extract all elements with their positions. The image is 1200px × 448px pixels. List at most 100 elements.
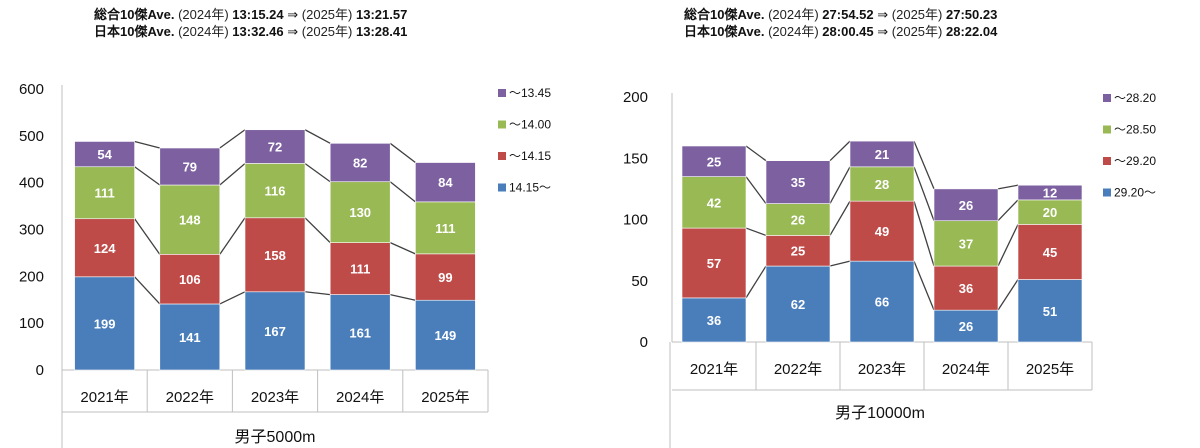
average-year-label: (2025年) [891, 24, 943, 39]
bar-segment [415, 299, 476, 371]
bar-segment [244, 217, 306, 293]
average-label: 総合10傑Ave. [684, 7, 765, 22]
average-value: 13:21.57 [356, 7, 408, 22]
series-connector-line [829, 166, 851, 204]
x-tick-label: 2024年 [336, 389, 384, 406]
bar-segment [415, 201, 476, 255]
average-value: 13:28.41 [356, 24, 408, 39]
average-year-label: (2025年) [301, 7, 353, 22]
bar-segment [849, 200, 915, 262]
series-connector-line [134, 276, 161, 305]
bar-segment [415, 253, 476, 301]
bar-segment [765, 203, 831, 236]
data-label: 21 [875, 147, 889, 162]
series-connector-line [997, 184, 1019, 190]
data-label: 54 [97, 147, 112, 162]
data-label: 35 [791, 175, 805, 190]
bar-segment [1017, 199, 1083, 225]
legend-label: 〜28.20 [1114, 91, 1156, 105]
y-tick-label: 0 [640, 334, 648, 351]
average-label: 日本10傑Ave. [94, 24, 175, 39]
legend-label: 〜28.50 [1114, 123, 1156, 137]
arrow-icon: ⇒ [877, 24, 889, 39]
series-connector-line [134, 166, 161, 186]
data-label: 49 [875, 224, 889, 239]
x-tick-label: 2024年 [942, 361, 990, 378]
series-connector-line [390, 293, 416, 301]
bar-segment [933, 188, 999, 222]
series-connector-line [219, 291, 246, 305]
data-label: 116 [265, 184, 286, 199]
y-tick-label: 200 [19, 268, 44, 285]
data-label: 37 [959, 236, 973, 251]
bar-segment [159, 147, 221, 186]
x-tick-label: 2025年 [1026, 361, 1074, 378]
data-label: 199 [94, 316, 116, 331]
x-axis-title: 男子10000m [835, 404, 925, 422]
legend-label: 〜29.20 [1114, 154, 1156, 168]
y-tick-label: 100 [19, 315, 44, 332]
average-year-label: (2024年) [768, 24, 819, 39]
legend-label: 〜14.00 [509, 118, 551, 132]
bar-segment [329, 181, 391, 243]
series-connector-line [134, 140, 160, 149]
data-label: 62 [791, 297, 805, 312]
series-connector-line [913, 166, 935, 221]
series-connector-line [745, 227, 767, 237]
legend-swatch [498, 89, 506, 97]
average-line-overall: 総合10傑Ave. (2024年) 13:15.24 ⇒ (2025年) 13:… [94, 6, 407, 23]
bar-segment [765, 235, 831, 267]
data-label: 149 [435, 328, 457, 343]
legend-label: 29.20〜 [1114, 186, 1156, 200]
series-connector-line [997, 199, 1019, 222]
data-label: 84 [438, 175, 453, 190]
bar-segment [74, 141, 135, 168]
bar-segment [681, 145, 747, 177]
data-label: 161 [349, 325, 371, 340]
y-tick-label: 50 [631, 273, 648, 290]
data-label: 51 [1043, 304, 1057, 319]
chart-panel-5000m: 総合10傑Ave. (2024年) 13:15.24 ⇒ (2025年) 13:… [19, 6, 551, 448]
series-connector-line [745, 145, 767, 162]
bar-segment [681, 297, 747, 343]
x-axis-title: 男子5000m [235, 428, 316, 446]
series-connector-line [829, 200, 851, 236]
data-label: 111 [435, 221, 455, 236]
legend-swatch [498, 120, 506, 129]
series-connector-line [219, 129, 246, 149]
data-label: 20 [1043, 205, 1057, 220]
average-value: 13:32.46 [232, 24, 284, 39]
average-value: 28:00.45 [822, 24, 874, 39]
average-line-japan: 日本10傑Ave. (2024年) 28:00.45 ⇒ (2025年) 28:… [684, 23, 997, 40]
series-connector-line [745, 176, 767, 204]
series-connector-line [829, 140, 851, 162]
data-label: 26 [791, 213, 805, 228]
arrow-icon: ⇒ [877, 7, 889, 22]
series-connector-line [304, 129, 331, 144]
x-tick-label: 2023年 [251, 389, 299, 406]
legend-swatch [498, 152, 506, 160]
y-tick-label: 500 [19, 128, 44, 145]
bar-segment [159, 254, 221, 305]
bar-segment [415, 162, 476, 203]
average-label: 日本10傑Ave. [684, 24, 765, 39]
y-tick-label: 150 [623, 150, 648, 167]
y-tick-label: 100 [623, 212, 648, 229]
data-label: 79 [183, 160, 197, 175]
legend-label: 〜14.15 [509, 149, 551, 163]
average-value: 28:22.04 [946, 24, 998, 39]
data-label: 66 [875, 295, 889, 310]
data-label: 106 [179, 272, 201, 287]
data-label: 111 [350, 262, 370, 277]
average-value: 27:54.52 [822, 7, 874, 22]
bar-segment [74, 218, 135, 278]
legend-swatch [498, 183, 506, 192]
stacked-bar-chart-5000m: 0 100 200 300 400 500 600 2021年 2022年 2023年 2024年 2… [19, 81, 551, 448]
averages-block-10000m: 総合10傑Ave. (2024年) 27:54.52 ⇒ (2025年) 27:… [684, 6, 997, 40]
arrow-icon: ⇒ [287, 7, 299, 22]
bar-segment [849, 166, 915, 202]
data-label: 12 [1043, 186, 1057, 201]
x-tick-label: 2022年 [166, 389, 214, 406]
series-connector-line [913, 200, 935, 267]
data-label: 36 [959, 281, 973, 296]
